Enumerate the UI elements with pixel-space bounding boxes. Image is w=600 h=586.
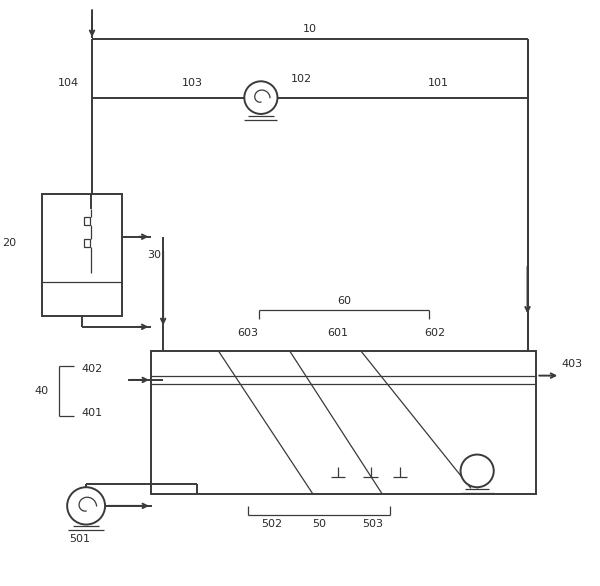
Text: 20: 20 [2,238,16,248]
Text: 501: 501 [70,534,91,544]
Text: 10: 10 [303,24,317,34]
Text: 603: 603 [237,328,258,338]
Text: 103: 103 [181,78,202,88]
Text: 30: 30 [147,250,161,260]
Bar [151,352,536,494]
Text: 403: 403 [562,359,583,369]
Text: 401: 401 [82,408,103,418]
Text: 402: 402 [82,363,103,373]
Text: 602: 602 [424,328,445,338]
Text: 104: 104 [58,78,79,88]
Text: 101: 101 [428,78,449,88]
Circle shape [67,487,105,524]
Bar [41,194,122,316]
Circle shape [244,81,277,114]
Circle shape [461,455,494,487]
Text: 60: 60 [337,296,351,306]
Text: 601: 601 [328,328,349,338]
Text: 40: 40 [35,386,49,396]
Text: 102: 102 [290,74,312,84]
Text: 50: 50 [312,519,326,529]
Text: 503: 503 [362,519,383,529]
Bar [84,239,90,247]
Text: 502: 502 [261,519,282,529]
Bar [84,217,90,225]
